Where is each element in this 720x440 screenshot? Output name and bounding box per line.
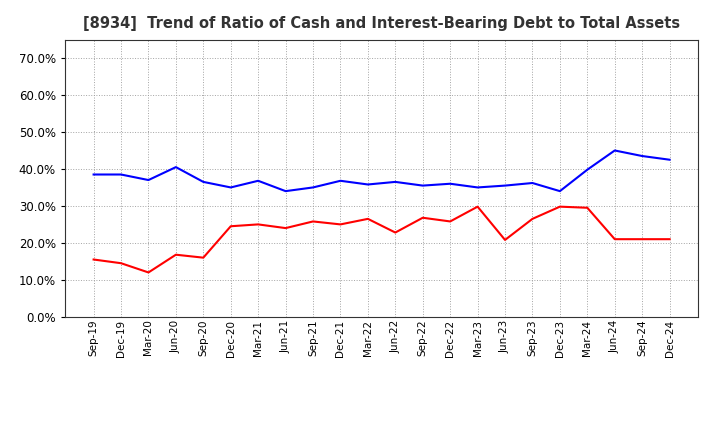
Cash	[336, 222, 345, 227]
Interest-Bearing Debt	[364, 182, 372, 187]
Interest-Bearing Debt	[89, 172, 98, 177]
Interest-Bearing Debt	[117, 172, 125, 177]
Interest-Bearing Debt	[282, 188, 290, 194]
Cash	[528, 216, 537, 221]
Interest-Bearing Debt	[418, 183, 427, 188]
Interest-Bearing Debt	[144, 177, 153, 183]
Cash	[89, 257, 98, 262]
Cash	[665, 237, 674, 242]
Cash	[391, 230, 400, 235]
Interest-Bearing Debt	[611, 148, 619, 153]
Cash	[117, 260, 125, 266]
Title: [8934]  Trend of Ratio of Cash and Interest-Bearing Debt to Total Assets: [8934] Trend of Ratio of Cash and Intere…	[83, 16, 680, 32]
Line: Interest-Bearing Debt: Interest-Bearing Debt	[94, 150, 670, 191]
Interest-Bearing Debt	[391, 179, 400, 184]
Interest-Bearing Debt	[528, 180, 537, 186]
Cash	[144, 270, 153, 275]
Cash	[500, 237, 509, 242]
Interest-Bearing Debt	[226, 185, 235, 190]
Cash	[364, 216, 372, 221]
Interest-Bearing Debt	[171, 165, 180, 170]
Cash	[611, 237, 619, 242]
Interest-Bearing Debt	[500, 183, 509, 188]
Cash	[282, 225, 290, 231]
Cash	[583, 205, 592, 210]
Cash	[418, 215, 427, 220]
Interest-Bearing Debt	[254, 178, 263, 183]
Cash	[556, 204, 564, 209]
Interest-Bearing Debt	[638, 154, 647, 159]
Interest-Bearing Debt	[583, 167, 592, 172]
Cash	[446, 219, 454, 224]
Cash	[638, 237, 647, 242]
Interest-Bearing Debt	[336, 178, 345, 183]
Cash	[226, 224, 235, 229]
Interest-Bearing Debt	[309, 185, 318, 190]
Interest-Bearing Debt	[199, 179, 207, 184]
Cash	[199, 255, 207, 260]
Interest-Bearing Debt	[665, 157, 674, 162]
Interest-Bearing Debt	[556, 188, 564, 194]
Cash	[254, 222, 263, 227]
Cash	[473, 204, 482, 209]
Cash	[171, 252, 180, 257]
Interest-Bearing Debt	[446, 181, 454, 187]
Line: Cash: Cash	[94, 207, 670, 272]
Interest-Bearing Debt	[473, 185, 482, 190]
Cash	[309, 219, 318, 224]
